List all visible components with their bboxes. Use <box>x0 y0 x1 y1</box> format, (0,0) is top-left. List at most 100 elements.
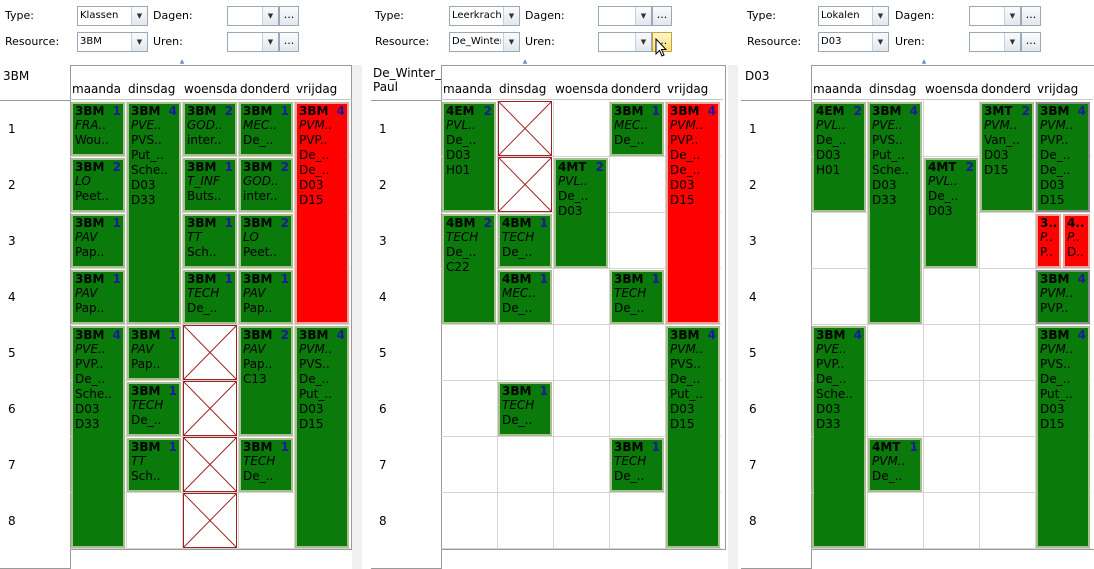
lesson-card[interactable]: 3BM 4 PVE.. PVS.. Put_.. Sche.. D03 D33 <box>868 102 922 324</box>
splitter-handle-icon[interactable]: ▲ <box>522 58 528 65</box>
day-header[interactable]: vrijdag <box>296 82 338 96</box>
lesson-card[interactable]: 3BM 1 TT Sch.. <box>127 438 181 492</box>
lesson-card[interactable]: 4.. P.. D.. <box>1063 214 1090 268</box>
day-header[interactable]: donderd <box>611 82 661 96</box>
resource-select[interactable]: 3BM ▼ <box>77 32 148 52</box>
day-header[interactable]: maanda <box>443 82 492 96</box>
chevron-down-icon[interactable]: ▼ <box>1004 7 1020 25</box>
lesson-card[interactable]: 4MT 2 PVL.. De_.. D03 <box>924 158 978 268</box>
dagen-select[interactable]: ▼ <box>969 6 1021 26</box>
uren-browse-button[interactable]: ... <box>1021 32 1041 52</box>
lesson-count: 4 <box>1077 272 1086 286</box>
lesson-card[interactable]: 3BM 1 TECH De_.. <box>239 438 293 492</box>
day-header[interactable]: maanda <box>813 82 862 96</box>
lesson-teacher: Pap.. <box>243 357 273 371</box>
dagen-select[interactable]: ▼ <box>598 6 652 26</box>
chevron-down-icon[interactable]: ▼ <box>262 7 278 25</box>
chevron-down-icon[interactable]: ▼ <box>635 33 651 51</box>
lesson-card[interactable]: 3BM 4 PVM.. PVP.. De_.. De_.. D03 D15 <box>666 102 720 324</box>
dagen-browse-button[interactable]: ... <box>279 6 299 26</box>
lesson-card[interactable]: 3BM 4 PVM.. PVP.. De_.. De_.. D03 D15 <box>1036 102 1090 212</box>
lesson-card[interactable]: 3BM 1 PAV Pap.. <box>71 214 125 268</box>
lesson-count: 1 <box>539 384 548 398</box>
lesson-card[interactable]: 4MT 1 PVM.. De_.. <box>868 438 922 492</box>
lesson-card[interactable]: 3BM 1 TECH De_.. <box>610 270 664 324</box>
day-header[interactable]: dinsdag <box>128 82 176 96</box>
lesson-card[interactable]: 3BM 1 TECH De_.. <box>498 382 552 436</box>
day-header[interactable]: woensda <box>555 82 609 96</box>
lesson-card[interactable]: 3BM 1 TECH De_.. <box>127 382 181 436</box>
day-header[interactable]: vrijdag <box>667 82 709 96</box>
chevron-down-icon[interactable]: ▼ <box>872 7 888 25</box>
uren-select[interactable]: ▼ <box>598 32 652 52</box>
resource-select[interactable]: D03 ▼ <box>818 32 889 52</box>
lesson-card[interactable]: 3BM 1 T_INF Buts.. <box>183 158 237 212</box>
chevron-down-icon[interactable]: ▼ <box>503 7 519 25</box>
uren-select[interactable]: ▼ <box>969 32 1021 52</box>
uren-browse-button[interactable]: ... <box>279 32 299 52</box>
chevron-down-icon[interactable]: ▼ <box>872 33 888 51</box>
lesson-card[interactable]: 3.. P.. P.. <box>1036 214 1061 268</box>
dagen-browse-button[interactable]: ... <box>1021 6 1041 26</box>
dagen-browse-button[interactable]: ... <box>652 6 672 26</box>
lesson-card[interactable]: 4EM 2 PVL.. De_.. D03 H01 <box>442 102 496 212</box>
day-header[interactable]: vrijdag <box>1037 82 1079 96</box>
chevron-down-icon[interactable]: ▼ <box>131 7 147 25</box>
lesson-detail: Put_.. <box>131 148 164 162</box>
lesson-card[interactable]: 3BM 2 GOD.. inter.. <box>239 158 293 212</box>
day-header[interactable]: donderd <box>981 82 1031 96</box>
lesson-subject: PVM.. <box>299 118 333 132</box>
lesson-card[interactable]: 3BM 4 PVE.. PVP.. De_.. Sche.. D03 D33 <box>71 326 125 548</box>
lesson-card[interactable]: 3BM 1 PAV Pap.. <box>239 270 293 324</box>
lesson-card[interactable]: 3BM 2 PAV Pap.. C13 <box>239 326 293 436</box>
resource-select[interactable]: De_Winter ▼ <box>449 32 520 52</box>
lesson-card[interactable]: 3BM 4 PVM.. PVS.. De_.. Put_.. D03 D15 <box>295 326 349 548</box>
splitter-handle-icon[interactable]: ▲ <box>179 58 185 65</box>
day-header[interactable]: dinsdag <box>869 82 917 96</box>
day-header[interactable]: woensda <box>925 82 979 96</box>
lesson-card[interactable]: 3BM 1 TT Sch.. <box>183 214 237 268</box>
type-select[interactable]: Lokalen ▼ <box>818 6 889 26</box>
lesson-card[interactable]: 3MT 2 PVM.. Van_.. D03 D15 <box>980 102 1034 212</box>
chevron-down-icon[interactable]: ▼ <box>635 7 651 25</box>
lesson-card[interactable]: 3BM 4 PVM.. PVP.. <box>1036 270 1090 324</box>
lesson-card[interactable]: 4BM 1 MEC.. De_.. <box>498 270 552 324</box>
day-header[interactable]: dinsdag <box>499 82 547 96</box>
lesson-card[interactable]: 3BM 4 PVM.. PVS.. De_.. Put_.. D03 D15 <box>1036 326 1090 548</box>
lesson-card[interactable]: 3BM 4 PVE.. PVS.. Put_.. Sche.. D03 D33 <box>127 102 181 324</box>
lesson-teacher: PVP.. <box>1040 301 1069 315</box>
lesson-card[interactable]: 4BM 2 TECH De_.. C22 <box>442 214 496 324</box>
lesson-card[interactable]: 3BM 1 FRA.. Wou.. <box>71 102 125 156</box>
lesson-card[interactable]: 4MT 2 PVL.. De_.. D03 <box>554 158 608 268</box>
type-select[interactable]: Klassen ▼ <box>77 6 148 26</box>
dagen-select[interactable]: ▼ <box>227 6 279 26</box>
chevron-down-icon[interactable]: ▼ <box>262 33 278 51</box>
lesson-card[interactable]: 3BM 4 PVM.. PVP.. De_.. De_.. D03 D15 <box>295 102 349 324</box>
lesson-card[interactable]: 3BM 4 PVE.. PVP.. De_.. Sche.. D03 D33 <box>812 326 866 548</box>
chevron-down-icon[interactable]: ▼ <box>1004 33 1020 51</box>
uren-select[interactable]: ▼ <box>227 32 279 52</box>
lesson-card[interactable]: 4EM 2 PVL.. De_.. D03 H01 <box>812 102 866 212</box>
splitter-handle-icon[interactable]: ▲ <box>921 58 927 65</box>
chevron-down-icon[interactable]: ▼ <box>503 33 519 51</box>
lesson-teacher: De_.. <box>614 469 645 483</box>
lesson-card[interactable]: 3BM 1 TECH De_.. <box>183 270 237 324</box>
day-header[interactable]: woensda <box>184 82 238 96</box>
lesson-card[interactable]: 3BM 4 PVM.. PVS.. De_.. Put_.. D03 D15 <box>666 326 720 548</box>
lesson-subject: PAV <box>131 342 154 356</box>
lesson-card[interactable]: 3BM 2 GOD.. inter.. <box>183 102 237 156</box>
lesson-card[interactable]: 3BM 1 MEC.. De_.. <box>610 102 664 156</box>
lesson-group: 3BM 4 <box>670 104 718 118</box>
day-header[interactable]: donderd <box>240 82 290 96</box>
lesson-card[interactable]: 3BM 1 MEC.. De_.. <box>239 102 293 156</box>
lesson-card[interactable]: 3BM 2 LO Peet.. <box>239 214 293 268</box>
lesson-card[interactable]: 4BM 1 TECH De_.. <box>498 214 552 268</box>
chevron-down-icon[interactable]: ▼ <box>131 33 147 51</box>
type-select[interactable]: Leerkracht ▼ <box>449 6 520 26</box>
lesson-card[interactable]: 3BM 1 TECH De_.. <box>610 438 664 492</box>
day-header[interactable]: maanda <box>72 82 121 96</box>
lesson-card[interactable]: 3BM 1 PAV Pap.. <box>127 326 181 380</box>
resource-value: D03 <box>821 36 842 47</box>
lesson-card[interactable]: 3BM 2 LO Peet.. <box>71 158 125 212</box>
lesson-card[interactable]: 3BM 1 PAV Pap.. <box>71 270 125 324</box>
